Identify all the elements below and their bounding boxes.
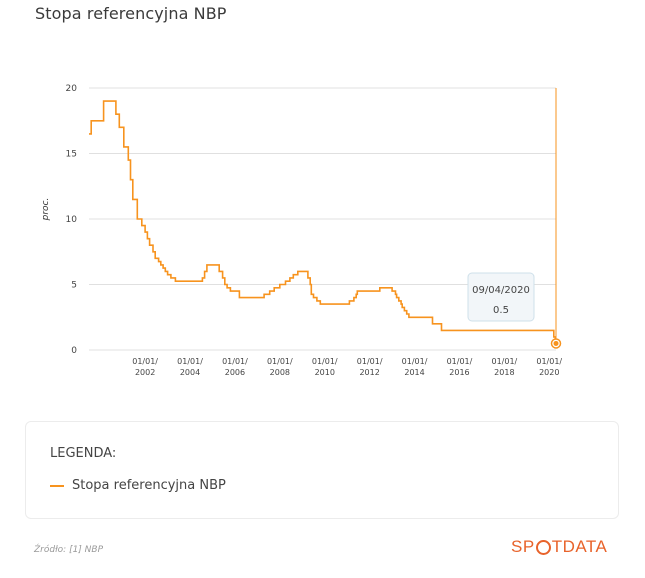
tooltip-date: 09/04/2020 [472,285,530,296]
x-tick-label: 2018 [494,368,514,377]
y-axis-label: proc. [41,198,51,222]
x-tick-label: 01/01/ [491,357,517,366]
x-tick-label: 01/01/ [402,357,428,366]
x-tick-label: 01/01/ [312,357,338,366]
logo-text-start: SP [511,537,535,556]
hover-marker-dot [553,340,559,346]
x-tick-label: 2014 [404,368,424,377]
x-tick-label: 01/01/ [267,357,293,366]
x-tick-label: 01/01/ [447,357,473,366]
x-tick-label: 2012 [359,368,379,377]
y-tick-label: 20 [66,84,78,94]
series-line [89,100,557,345]
x-tick-label: 2006 [225,368,245,377]
x-tick-label: 01/01/ [132,357,158,366]
legend-item-series[interactable]: Stopa referencyjna NBP [50,478,226,493]
x-tick-label: 2008 [270,368,290,377]
line-chart: 0 5 10 15 20 01/01/2002 01/01/2004 01/01/2006 01… [41,84,562,377]
tooltip-value: 0.5 [493,305,509,316]
page-title: Stopa referencyjna NBP [35,4,227,23]
x-tick-label: 01/01/ [536,357,562,366]
y-tick-label: 5 [71,281,77,291]
x-tick-label: 2020 [539,368,559,377]
x-tick-label: 01/01/ [357,357,383,366]
x-tick-label: 01/01/ [177,357,203,366]
spotdata-logo: SP TDATA [511,537,607,557]
legend-panel: LEGENDA: Stopa referencyjna NBP [25,421,619,519]
legend-title: LEGENDA: [50,446,117,461]
y-tick-label: 10 [66,215,78,225]
x-tick-label: 2004 [180,368,200,377]
x-tick-label: 2002 [135,368,155,377]
legend-label: Stopa referencyjna NBP [72,478,226,493]
x-tick-label: 2010 [315,368,335,377]
legend-swatch [50,484,64,487]
x-tick-label: 2016 [449,368,469,377]
logo-text-end: TDATA [551,537,608,556]
tooltip-box [467,272,535,322]
y-tick-label: 15 [66,150,77,160]
y-tick-label: 0 [71,346,77,356]
x-tick-label: 01/01/ [222,357,248,366]
logo-ring-icon [535,539,551,555]
source-note: Źródło: [1] NBP [34,545,104,555]
